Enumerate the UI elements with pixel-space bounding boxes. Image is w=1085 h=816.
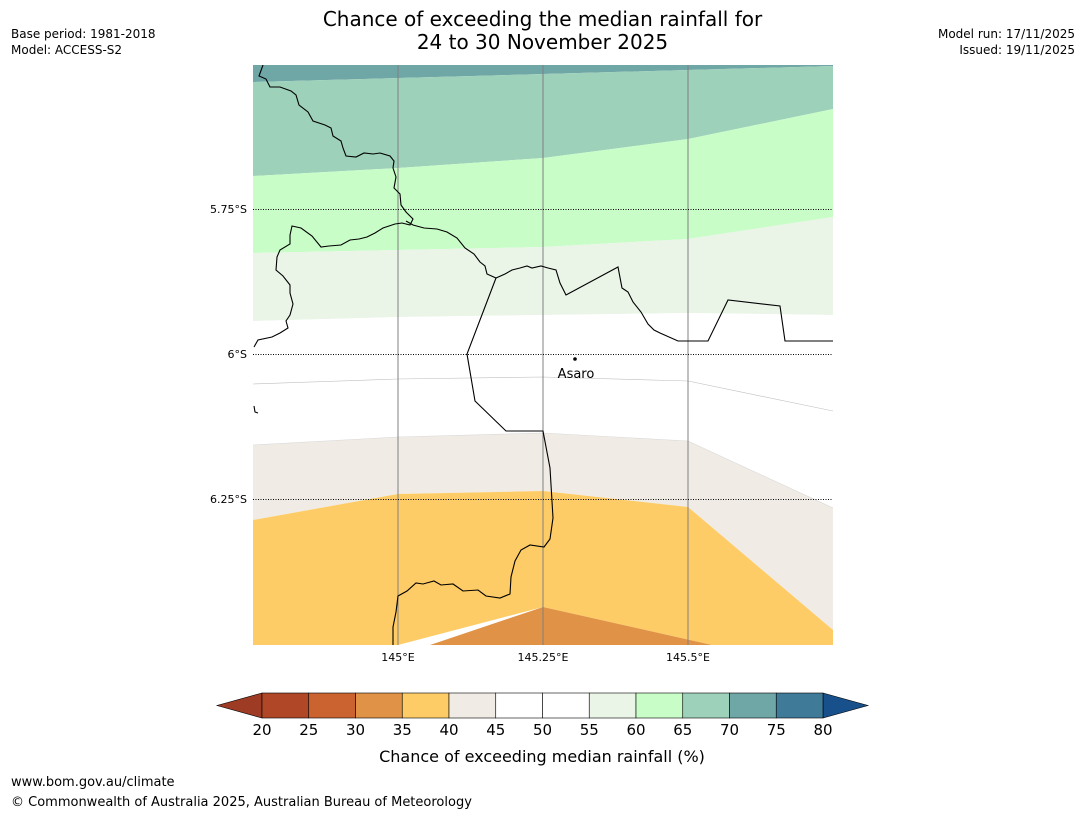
- province-boundary-tick: [253, 405, 259, 414]
- colorbar-tick-label: 55: [580, 721, 599, 739]
- province-boundary-south: [392, 277, 554, 645]
- colorbar-cell: [495, 692, 543, 719]
- colorbar-cell: [542, 692, 590, 719]
- model-run: Model run: 17/11/2025: [937, 27, 1075, 41]
- colorbar-label: Chance of exceeding median rainfall (%): [379, 747, 705, 766]
- base-period: Base period: 1981-2018: [11, 27, 156, 41]
- colorbar-cell: [588, 692, 637, 719]
- colorbar-tick-label: 20: [252, 721, 271, 739]
- lat-label-6: 6°S: [228, 348, 247, 361]
- colorbar-cell: [448, 692, 497, 719]
- colorbar-tick-label: 25: [299, 721, 318, 739]
- model-name: Model: ACCESS-S2: [11, 43, 123, 57]
- issued-date: Issued: 19/11/2025: [959, 43, 1075, 57]
- title-line-1: Chance of exceeding the median rainfall …: [322, 7, 763, 31]
- lon-label-145: 145°E: [381, 651, 414, 664]
- colorbar-cell: [355, 692, 403, 719]
- band-30-35: [430, 607, 712, 645]
- footer-url[interactable]: www.bom.gov.au/climate: [11, 775, 175, 790]
- colorbar-tick-label: 40: [439, 721, 458, 739]
- colorbar-tick-label: 70: [720, 721, 739, 739]
- colorbar-tick-label: 80: [813, 721, 832, 739]
- province-boundary-west: [253, 65, 414, 348]
- colorbar-cell: [775, 692, 824, 719]
- lat-label-6-25: 6.25°S: [210, 493, 247, 506]
- colorbar-tick-label: 35: [393, 721, 412, 739]
- colorbar: 20 25 30 35 40 45 50 55 60 65 70 75 80: [215, 692, 870, 739]
- colorbar-cell: [635, 692, 684, 719]
- lat-label-5-75: 5.75°S: [210, 203, 247, 216]
- asaro-location-marker: [573, 357, 577, 361]
- colorbar-over-arrow: [822, 692, 870, 719]
- colorbar-tick-label: 75: [767, 721, 786, 739]
- colorbar-cell: [261, 692, 310, 719]
- colorbar-tick-label: 65: [673, 721, 692, 739]
- lon-label-145-5: 145.5°E: [666, 651, 710, 664]
- province-boundary-central: [405, 220, 833, 342]
- title-line-2: 24 to 30 November 2025: [416, 30, 669, 54]
- colorbar-cell: [401, 692, 450, 719]
- footer-copyright: © Commonwealth of Australia 2025, Austra…: [11, 795, 472, 810]
- colorbar-cell: [308, 692, 356, 719]
- colorbar-tick-label: 60: [626, 721, 645, 739]
- colorbar-tick-label: 30: [346, 721, 365, 739]
- colorbar-under-arrow: [215, 692, 263, 719]
- lon-label-145-25: 145.25°E: [518, 651, 569, 664]
- colorbar-tick-label: 45: [486, 721, 505, 739]
- map-area: [253, 65, 833, 645]
- colorbar-cell: [682, 692, 730, 719]
- colorbar-cell: [729, 692, 777, 719]
- asaro-label: Asaro: [558, 367, 595, 382]
- colorbar-tick-label: 50: [533, 721, 552, 739]
